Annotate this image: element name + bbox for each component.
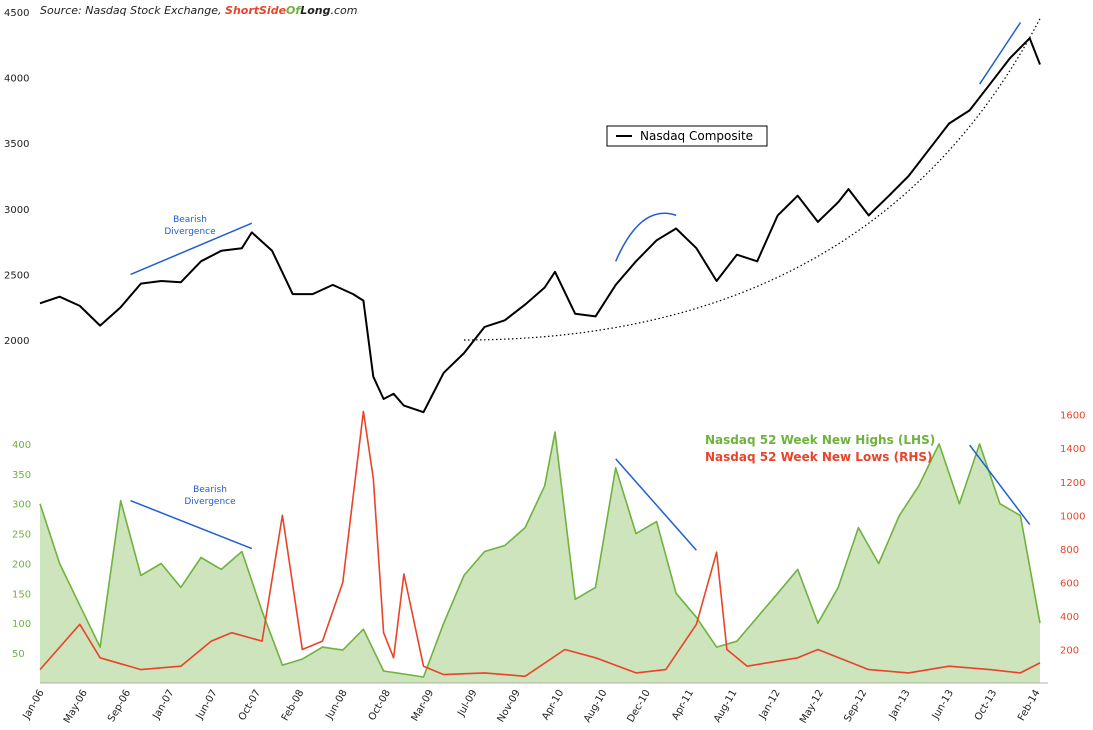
x-tick-label: Apr-11 bbox=[670, 688, 696, 722]
legend-label-lows: Nasdaq 52 Week New Lows (RHS) bbox=[705, 450, 933, 464]
x-tick-label: Jun-08 bbox=[324, 688, 350, 722]
annotation-divergence-top: Divergence bbox=[164, 227, 216, 237]
trend-curve bbox=[463, 18, 1041, 341]
x-tick-label: Mar-09 bbox=[410, 688, 437, 723]
y-tick-label-highs: 150 bbox=[12, 589, 31, 600]
x-tick-label: Feb-08 bbox=[280, 688, 307, 723]
y-tick-label-composite: 2500 bbox=[4, 270, 29, 281]
brand-part1: ShortSide bbox=[225, 4, 287, 17]
x-tick-label: Oct-07 bbox=[237, 688, 263, 723]
series-line-highs bbox=[39, 431, 1041, 678]
y-tick-label-highs: 100 bbox=[12, 619, 31, 630]
y-tick-label-lows: 200 bbox=[1060, 645, 1079, 656]
y-tick-label-lows: 1600 bbox=[1060, 411, 1085, 422]
y-tick-label-lows: 1200 bbox=[1060, 478, 1085, 489]
x-tick-label: Sep-06 bbox=[106, 688, 133, 724]
annotation-divergence-bottom: Divergence bbox=[184, 497, 236, 507]
series-area-highs bbox=[40, 432, 1041, 683]
x-tick-label: Feb-14 bbox=[1016, 688, 1043, 723]
divergence-line-bottom bbox=[130, 499, 253, 550]
x-tick-label: Jan-13 bbox=[887, 688, 913, 722]
top-arc bbox=[615, 212, 677, 262]
x-tick-label: Dec-10 bbox=[625, 688, 652, 724]
composite-panel: 2000 2500 3000 3500 4000 4500 Bearish Divergenc… bbox=[4, 8, 1041, 414]
y-tick-label-highs: 50 bbox=[12, 649, 25, 660]
x-tick-label: Nov-09 bbox=[496, 688, 523, 724]
divergence-line-top bbox=[130, 222, 253, 276]
series-line-composite bbox=[39, 37, 1041, 414]
y-tick-label-highs: 400 bbox=[12, 440, 31, 451]
y-tick-label-highs: 200 bbox=[12, 559, 31, 570]
x-tick-label: Jan-06 bbox=[21, 688, 47, 722]
divergence-line-bottom-2 bbox=[969, 444, 1031, 526]
x-tick-label: Sep-12 bbox=[842, 688, 869, 724]
y-tick-label-lows: 400 bbox=[1060, 612, 1079, 623]
divergence-line-top-right bbox=[978, 22, 1022, 85]
y-tick-label-highs: 350 bbox=[12, 470, 31, 481]
y-tick-label-highs: 250 bbox=[12, 530, 31, 541]
x-tick-label: Jun-13 bbox=[930, 688, 956, 722]
y-tick-label-composite: 4500 bbox=[4, 8, 29, 19]
legend-box bbox=[606, 125, 768, 147]
legend-label-composite: Nasdaq Composite bbox=[640, 129, 753, 143]
y-tick-label-lows: 600 bbox=[1060, 578, 1079, 589]
annotation-bearish-top: Bearish bbox=[173, 215, 207, 225]
x-tick-label: May-12 bbox=[798, 688, 826, 725]
brand-part2: Of bbox=[286, 4, 301, 17]
x-tick-label: Jan-12 bbox=[757, 688, 783, 722]
x-tick-label: Jul-09 bbox=[455, 688, 479, 719]
source-caption: Source: Nasdaq Stock Exchange, ShortSide… bbox=[40, 4, 357, 17]
y-tick-label-lows: 1400 bbox=[1060, 444, 1085, 455]
y-tick-label-highs: 300 bbox=[12, 500, 31, 511]
annotation-bearish-bottom: Bearish bbox=[193, 485, 227, 495]
x-tick-label: May-06 bbox=[62, 688, 90, 725]
source-prefix: Source: Nasdaq Stock Exchange, bbox=[40, 4, 226, 17]
y-tick-label-composite: 3000 bbox=[4, 205, 29, 216]
y-tick-label-lows: 800 bbox=[1060, 545, 1079, 556]
series-line-lows bbox=[39, 410, 1041, 678]
x-tick-label: Oct-13 bbox=[973, 688, 999, 723]
y-tick-label-composite: 2000 bbox=[4, 336, 29, 347]
x-tick-label: Apr-10 bbox=[540, 688, 566, 722]
divergence-line-bottom-1 bbox=[615, 458, 697, 551]
x-tick-label: Aug-11 bbox=[712, 688, 739, 725]
breadth-panel: 50 100 150 200 250 300 350 400 200 400 600 800 1000 1… bbox=[12, 410, 1085, 725]
legend-label-highs: Nasdaq 52 Week New Highs (LHS) bbox=[705, 433, 935, 447]
brand-part3: Long bbox=[300, 4, 331, 17]
x-tick-label: Aug-10 bbox=[582, 688, 609, 725]
y-tick-label-composite: 3500 bbox=[4, 139, 29, 150]
x-tick-label: Jun-07 bbox=[194, 688, 220, 722]
brand-suffix: .com bbox=[330, 4, 358, 17]
y-tick-label-composite: 4000 bbox=[4, 74, 29, 85]
y-tick-label-lows: 1000 bbox=[1060, 511, 1085, 522]
x-tick-label: Jan-07 bbox=[151, 688, 177, 722]
x-tick-label: Oct-08 bbox=[367, 688, 393, 723]
